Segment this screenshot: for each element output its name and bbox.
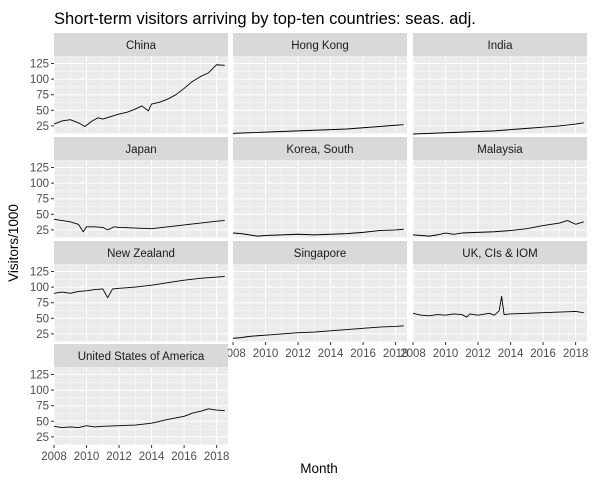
facet-united-states-of-america: United States of America 25 50 75 100 125 2008… bbox=[30, 344, 230, 463]
x-tick-label: 2010 bbox=[253, 348, 279, 360]
strip-label-japan: Japan bbox=[125, 144, 156, 156]
x-tick-label: 2014 bbox=[318, 348, 344, 360]
facet-japan: Japan 25 50 75 100 125 bbox=[30, 137, 228, 238]
x-tick-label: 2014 bbox=[139, 451, 165, 463]
y-tick-label: 75 bbox=[36, 298, 49, 310]
series-line-malaysia bbox=[412, 220, 584, 237]
y-tick-label: 100 bbox=[30, 74, 49, 86]
y-tick-label: 50 bbox=[36, 416, 49, 428]
y-tick-label: 125 bbox=[30, 162, 49, 174]
strip-japan bbox=[54, 137, 228, 160]
series-line-japan bbox=[53, 218, 225, 233]
strip-label-china: China bbox=[126, 40, 157, 52]
strip-singapore bbox=[233, 241, 407, 264]
y-tick-label: 75 bbox=[36, 194, 49, 206]
strip-malaysia bbox=[413, 137, 587, 160]
strip-label-singapore: Singapore bbox=[294, 248, 346, 260]
x-axis-title: Month bbox=[300, 461, 338, 476]
y-tick-label: 100 bbox=[30, 178, 49, 190]
x-tick-label: 2008 bbox=[400, 348, 426, 360]
y-tick-label: 125 bbox=[30, 58, 49, 70]
strip-uk-cis-iom bbox=[413, 241, 587, 264]
y-tick-label: 100 bbox=[30, 385, 49, 397]
y-tick-label: 75 bbox=[36, 90, 49, 102]
x-tick-label: 2010 bbox=[433, 348, 459, 360]
series-line-new-zealand bbox=[53, 276, 225, 299]
x-tick-label: 2018 bbox=[204, 451, 230, 463]
y-tick-label: 75 bbox=[36, 401, 49, 413]
strip-label-korea-south: Korea, South bbox=[286, 144, 353, 156]
strip-label-uk-cis-iom: UK, CIs & IOM bbox=[462, 248, 537, 260]
series-line-korea-south bbox=[232, 228, 404, 237]
series-line-china bbox=[53, 64, 225, 127]
strip-new-zealand bbox=[54, 241, 228, 264]
series-line-united-states-of-america bbox=[53, 408, 225, 428]
x-tick-label: 2010 bbox=[74, 451, 100, 463]
strip-china bbox=[54, 33, 228, 56]
x-tick-label: 2014 bbox=[498, 348, 524, 360]
strip-united-states-of-america bbox=[54, 344, 228, 367]
y-axis-title: Visitors/1000 bbox=[6, 204, 21, 282]
facet-uk-cis-iom: UK, CIs & IOM 2008 2010 2012 2014 2016 2018 bbox=[400, 241, 588, 360]
x-tick-label: 2008 bbox=[41, 451, 67, 463]
y-tick-label: 50 bbox=[36, 313, 49, 325]
x-tick-label: 2018 bbox=[383, 348, 409, 360]
y-tick-label: 125 bbox=[30, 369, 49, 381]
y-tick-label: 125 bbox=[30, 266, 49, 278]
x-tick-label: 2012 bbox=[465, 348, 491, 360]
y-tick-label: 25 bbox=[36, 121, 49, 133]
strip-hong-kong bbox=[233, 33, 407, 56]
strip-label-malaysia: Malaysia bbox=[477, 144, 523, 156]
y-tick-label: 50 bbox=[36, 209, 49, 221]
x-tick-label: 2012 bbox=[106, 451, 132, 463]
series-line-india bbox=[412, 122, 584, 135]
x-tick-label: 2018 bbox=[563, 348, 589, 360]
facet-hong-kong: Hong Kong bbox=[232, 33, 407, 134]
facet-india: India bbox=[412, 33, 587, 135]
y-tick-label: 25 bbox=[36, 432, 49, 444]
facet-china: China 25 50 75 100 125 bbox=[30, 33, 228, 134]
strip-label-hong-kong: Hong Kong bbox=[291, 40, 349, 52]
y-tick-label: 25 bbox=[36, 225, 49, 237]
x-tick-label: 2016 bbox=[530, 348, 556, 360]
facet-new-zealand: New Zealand 25 50 75 100 125 bbox=[30, 241, 228, 342]
strip-label-india: India bbox=[488, 40, 514, 52]
facet-malaysia: Malaysia bbox=[412, 137, 587, 238]
x-tick-label: 2016 bbox=[171, 451, 197, 463]
y-tick-label: 50 bbox=[36, 105, 49, 117]
y-tick-label: 25 bbox=[36, 329, 49, 341]
strip-india bbox=[413, 33, 587, 56]
strip-korea-south bbox=[233, 137, 407, 160]
series-line-hong-kong bbox=[232, 124, 404, 134]
facet-korea-south: Korea, South bbox=[232, 137, 407, 238]
panels: China 25 50 75 100 125 Hong Kong India Japan 25 50… bbox=[30, 33, 588, 463]
x-tick-label: 2012 bbox=[285, 348, 311, 360]
chart-title: Short-term visitors arriving by top-ten … bbox=[54, 10, 476, 28]
x-tick-label: 2016 bbox=[350, 348, 376, 360]
strip-label-new-zealand: New Zealand bbox=[107, 248, 175, 260]
strip-label-united-states-of-america: United States of America bbox=[78, 351, 205, 363]
y-tick-label: 100 bbox=[30, 282, 49, 294]
series-line-singapore bbox=[232, 325, 404, 339]
series-line-uk-cis-iom bbox=[412, 296, 584, 318]
